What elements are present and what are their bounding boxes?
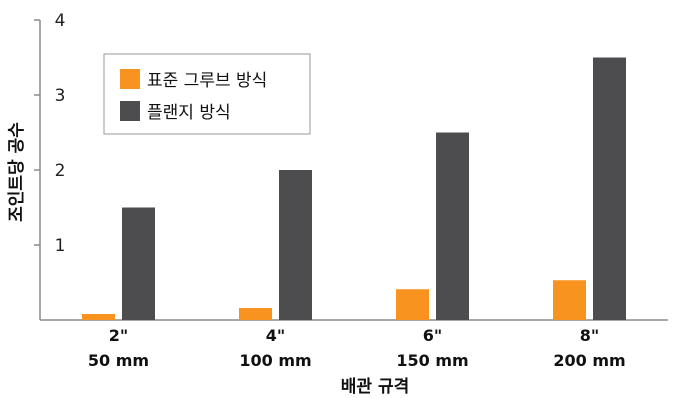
x-tick-label: 4" [266,326,285,345]
y-tick-label: 2 [55,161,66,181]
x-tick-label: 8" [580,326,599,345]
y-axis-title: 조인트당 공수 [7,122,27,222]
bar-series-1-cat-0 [122,207,155,320]
x-tick-label: 6" [423,326,442,345]
y-tick-label: 1 [55,236,66,256]
x-tick-label: 2" [109,326,128,345]
legend-label-series-0: 표준 그루브 방식 [147,71,267,91]
x-axis-title: 배관 규격 [341,377,409,397]
y-tick-label: 4 [55,11,66,31]
legend-label-series-1: 플랜지 방식 [147,103,231,123]
legend-swatch-series-0 [120,69,140,89]
y-tick-label: 3 [55,86,66,106]
bar-series-0-cat-3 [553,280,586,320]
legend: 표준 그루브 방식 플랜지 방식 [103,53,311,135]
x-tick-sublabel: 50 mm [88,351,149,370]
bars [82,57,626,320]
bar-series-1-cat-3 [593,57,626,320]
x-tick-sublabel: 150 mm [396,351,468,370]
y-ticks: 1 2 3 4 [34,11,65,256]
bar-series-0-cat-2 [396,289,429,320]
x-tick-labels: 2" 50 mm 4" 100 mm 6" 150 mm 8" 200 mm [88,326,626,370]
bar-series-0-cat-0 [82,314,115,320]
bar-series-1-cat-1 [279,170,312,320]
x-tick-sublabel: 200 mm [553,351,625,370]
bar-series-1-cat-2 [436,132,469,320]
legend-swatch-series-1 [120,101,140,121]
bar-series-0-cat-1 [239,308,272,320]
x-tick-sublabel: 100 mm [239,351,311,370]
